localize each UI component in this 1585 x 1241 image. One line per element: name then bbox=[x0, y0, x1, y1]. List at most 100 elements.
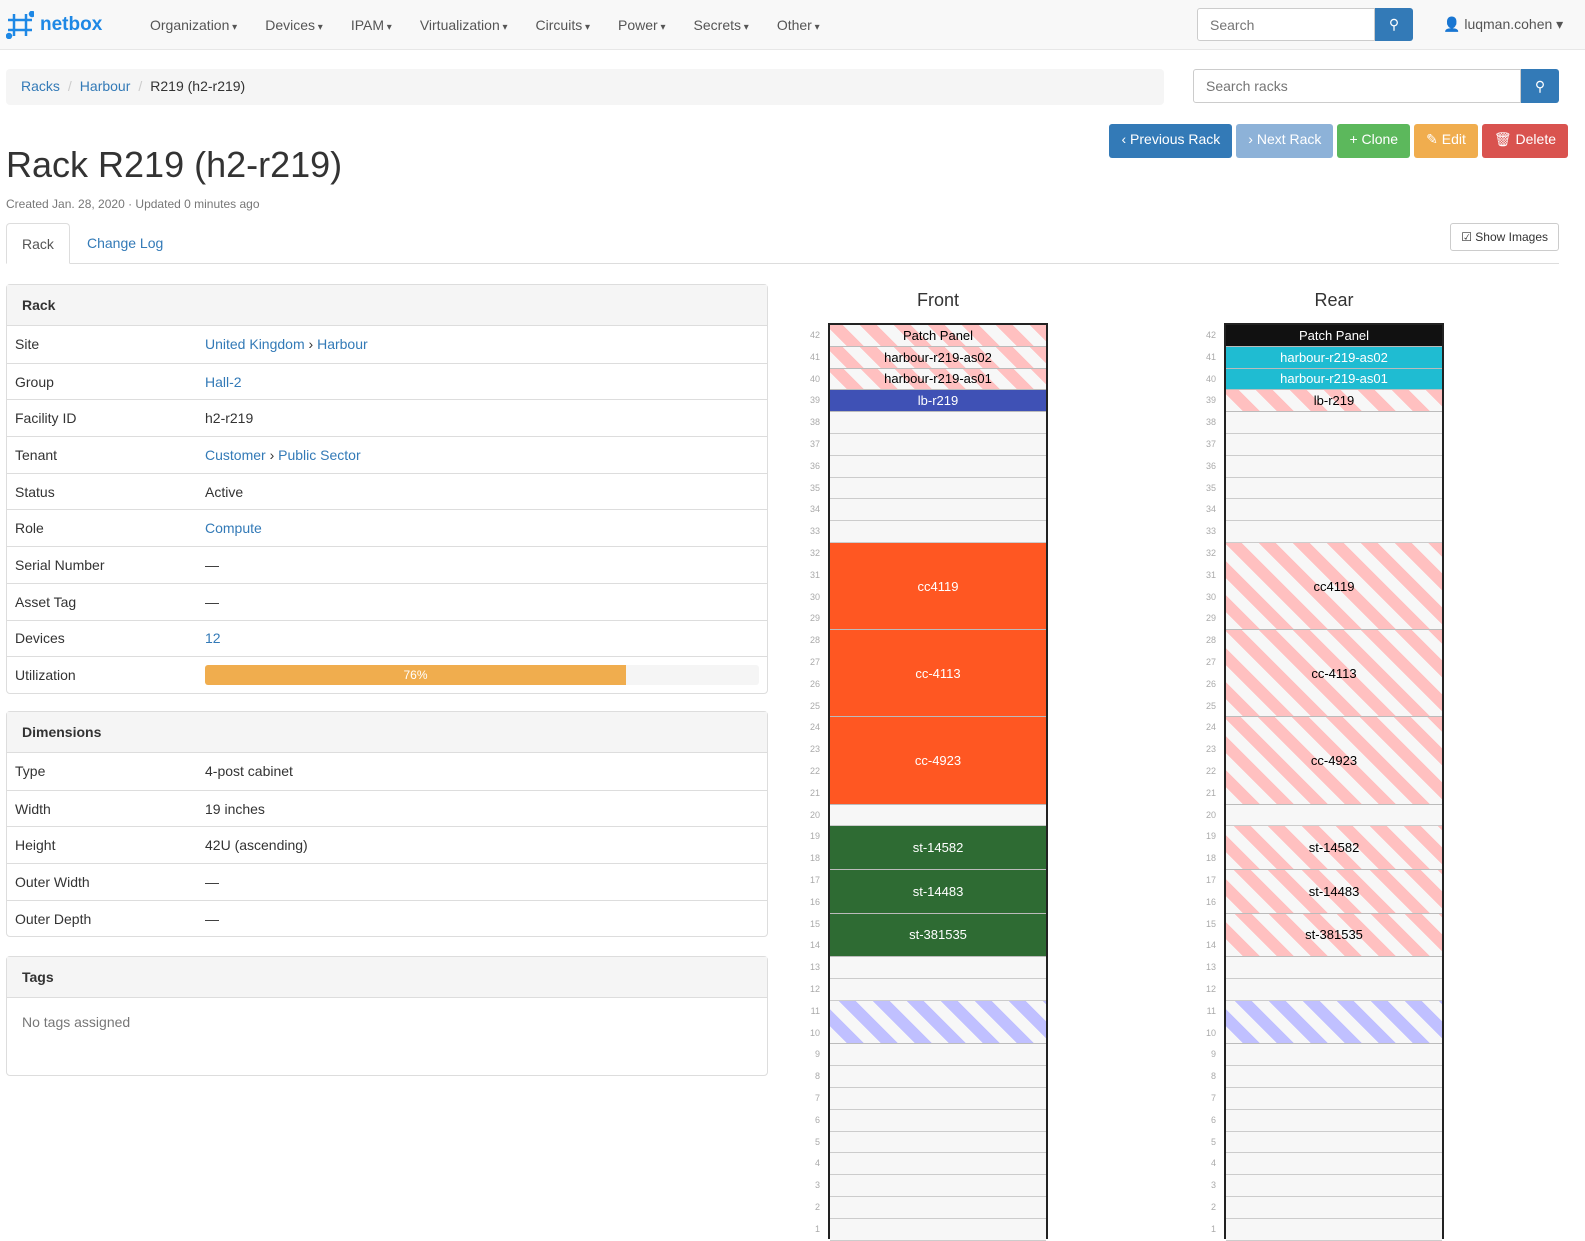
rack-unit[interactable] bbox=[1226, 979, 1442, 1001]
unit-number: 7 bbox=[814, 1093, 820, 1103]
rack-device[interactable]: cc4119 bbox=[830, 543, 1046, 631]
rack-unit[interactable] bbox=[830, 1109, 1046, 1132]
rack-unit[interactable] bbox=[830, 957, 1046, 979]
user-menu[interactable]: 👤 luqman.cohen ▾ bbox=[1443, 16, 1564, 32]
rack-device[interactable]: st-381535 bbox=[1226, 913, 1442, 958]
unit-number: 18 bbox=[1205, 853, 1216, 864]
rack-unit[interactable] bbox=[1226, 1153, 1442, 1176]
unit-number: 6 bbox=[814, 1114, 820, 1125]
rack-unit[interactable] bbox=[1226, 957, 1442, 979]
rack-device[interactable]: cc-4113 bbox=[1226, 630, 1442, 718]
rack-device[interactable]: cc4119 bbox=[1226, 543, 1442, 631]
value-part[interactable]: Public Sector bbox=[278, 446, 361, 463]
rack-unit[interactable] bbox=[830, 1218, 1046, 1241]
rack-unit[interactable] bbox=[1226, 804, 1442, 827]
nav-circuits[interactable]: Circuits bbox=[522, 17, 604, 33]
rack-unit[interactable] bbox=[830, 1066, 1046, 1088]
value-part[interactable]: Hall-2 bbox=[205, 373, 242, 390]
rack-device[interactable] bbox=[1226, 1000, 1442, 1045]
row-label: Height bbox=[15, 837, 56, 854]
nav-organization[interactable]: Organization bbox=[136, 17, 251, 33]
nav-ipam[interactable]: IPAM bbox=[337, 17, 406, 33]
rack-unit[interactable] bbox=[1226, 1109, 1442, 1132]
unit-number: 4 bbox=[1210, 1158, 1216, 1169]
rack-rear: Rear 42 41 40 39 38 37 36 35 34 33 32 31 30 29 28 27 26 25… bbox=[1186, 290, 1444, 1241]
rack-unit[interactable] bbox=[830, 434, 1046, 456]
nav-virtualization[interactable]: Virtualization bbox=[406, 17, 522, 33]
rack-device[interactable]: cc-4923 bbox=[830, 717, 1046, 805]
rack-device[interactable]: Patch Panel bbox=[1226, 325, 1442, 347]
value-part[interactable]: Compute bbox=[205, 520, 262, 537]
rack-unit[interactable] bbox=[830, 521, 1046, 543]
rack-unit[interactable] bbox=[830, 979, 1046, 1001]
clone-button[interactable]: + Clone bbox=[1337, 124, 1411, 158]
rack-unit[interactable] bbox=[1226, 1044, 1442, 1067]
tab-change-log[interactable]: Change Log bbox=[87, 235, 164, 251]
global-search-button[interactable]: ⚲ bbox=[1375, 8, 1413, 41]
value-part[interactable]: United Kingdom bbox=[205, 336, 305, 353]
rack-device[interactable]: lb-r219 bbox=[1226, 390, 1442, 413]
row-value: — bbox=[205, 910, 219, 927]
rack-search-button[interactable]: ⚲ bbox=[1521, 69, 1559, 103]
unit-number: 1 bbox=[814, 1223, 820, 1234]
value-part[interactable]: Customer bbox=[205, 446, 266, 463]
rack-search-input[interactable] bbox=[1193, 69, 1521, 103]
rack-unit[interactable] bbox=[830, 455, 1046, 478]
rack-unit[interactable] bbox=[1226, 1218, 1442, 1241]
rack-unit[interactable] bbox=[830, 412, 1046, 434]
nav-devices[interactable]: Devices bbox=[251, 17, 337, 33]
rack-unit[interactable] bbox=[1226, 1197, 1442, 1219]
rack-device[interactable]: st-381535 bbox=[830, 913, 1046, 958]
rack-unit[interactable] bbox=[1226, 1175, 1442, 1197]
netbox-logo[interactable]: netbox bbox=[6, 10, 136, 39]
rack-unit[interactable] bbox=[1226, 521, 1442, 543]
rack-device[interactable]: st-14582 bbox=[830, 826, 1046, 870]
rack-unit[interactable] bbox=[1226, 1131, 1442, 1154]
rack-unit[interactable] bbox=[830, 1175, 1046, 1197]
value-part[interactable]: Harbour bbox=[317, 336, 368, 353]
nav-other[interactable]: Other bbox=[763, 17, 834, 33]
rack-device[interactable]: harbour-r219-as02 bbox=[1226, 346, 1442, 369]
rack-unit[interactable] bbox=[830, 804, 1046, 827]
rack-unit[interactable] bbox=[830, 1044, 1046, 1067]
previous-rack-button[interactable]: ‹ Previous Rack bbox=[1109, 124, 1233, 158]
rack-unit[interactable] bbox=[830, 477, 1046, 500]
rack-unit[interactable] bbox=[1226, 1088, 1442, 1110]
global-search-input[interactable] bbox=[1197, 8, 1375, 41]
breadcrumb-racks[interactable]: Racks bbox=[21, 78, 60, 94]
rack-device[interactable]: lb-r219 bbox=[830, 390, 1046, 413]
rack-unit[interactable] bbox=[1226, 499, 1442, 522]
rack-unit[interactable] bbox=[830, 1153, 1046, 1176]
nav-power[interactable]: Power bbox=[604, 17, 680, 33]
rack-unit[interactable] bbox=[1226, 1066, 1442, 1088]
edit-button[interactable]: ✎ Edit bbox=[1414, 124, 1478, 158]
tab-rack[interactable]: Rack bbox=[6, 223, 70, 264]
rack-unit[interactable] bbox=[830, 1197, 1046, 1219]
show-images-button[interactable]: ☑ Show Images bbox=[1450, 223, 1559, 251]
rack-unit[interactable] bbox=[830, 499, 1046, 522]
rack-unit[interactable] bbox=[1226, 412, 1442, 434]
rack-device[interactable]: st-14582 bbox=[1226, 826, 1442, 870]
rack-device[interactable]: Patch Panel bbox=[830, 325, 1046, 347]
rack-unit[interactable] bbox=[1226, 455, 1442, 478]
tabs: Rack Change Log ☑ Show Images bbox=[6, 223, 1559, 264]
value-part[interactable]: 12 bbox=[205, 630, 221, 647]
rack-unit[interactable] bbox=[830, 1088, 1046, 1110]
next-rack-button[interactable]: › Next Rack bbox=[1236, 124, 1334, 158]
rack-device[interactable]: st-14483 bbox=[1226, 870, 1442, 914]
nav-secrets[interactable]: Secrets bbox=[680, 17, 763, 33]
rack-unit[interactable] bbox=[1226, 434, 1442, 456]
rack-device[interactable]: harbour-r219-as02 bbox=[830, 346, 1046, 369]
rack-device[interactable]: cc-4923 bbox=[1226, 717, 1442, 805]
unit-number: 41 bbox=[809, 351, 820, 362]
rack-unit[interactable] bbox=[830, 1131, 1046, 1154]
delete-button[interactable]: 🗑 Delete bbox=[1481, 124, 1568, 158]
rack-unit[interactable] bbox=[1226, 477, 1442, 500]
rack-device[interactable]: harbour-r219-as01 bbox=[1226, 368, 1442, 391]
breadcrumb-site[interactable]: Harbour bbox=[79, 78, 131, 94]
rack-device[interactable]: harbour-r219-as01 bbox=[830, 368, 1046, 391]
search-icon: ⚲ bbox=[1388, 16, 1400, 32]
rack-device[interactable]: st-14483 bbox=[830, 870, 1046, 914]
rack-device[interactable]: cc-4113 bbox=[830, 630, 1046, 718]
rack-device[interactable] bbox=[830, 1000, 1046, 1045]
